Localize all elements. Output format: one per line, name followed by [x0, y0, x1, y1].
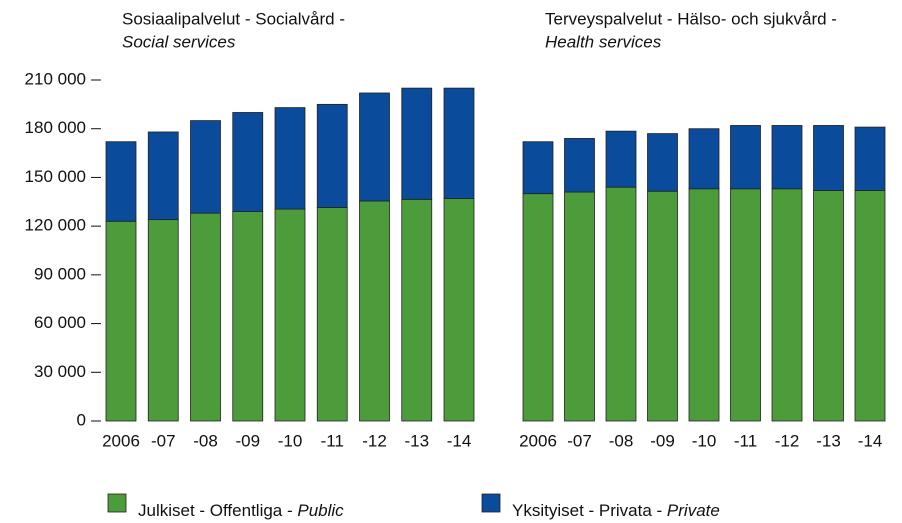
x-tick-label: -11: [321, 431, 344, 450]
bar-segment: [688, 188, 720, 422]
x-tick-label: -14: [858, 431, 883, 450]
bar-segment: [688, 128, 720, 190]
x-tick-label: -07: [151, 431, 176, 450]
x-tick-label: -11: [734, 431, 757, 450]
x-tick-label: -14: [447, 431, 472, 450]
x-tick-label: -12: [362, 431, 387, 450]
bar-segment: [813, 125, 844, 191]
bar-segment: [443, 87, 475, 199]
bar-segment: [105, 220, 137, 422]
x-tick-label: -10: [692, 431, 717, 450]
y-tick-label: 180 000: [25, 118, 86, 137]
bar-segment: [359, 92, 390, 202]
legend-swatch: [481, 493, 501, 513]
x-tick-label: -09: [650, 431, 675, 450]
bar-segment: [190, 120, 221, 214]
x-tick-label: -08: [193, 431, 218, 450]
y-tick-label: 90 000: [34, 264, 86, 283]
bar-segment: [232, 211, 264, 422]
y-tick-label: 120 000: [25, 216, 86, 235]
bar-segment: [647, 133, 678, 192]
bar-segment: [854, 190, 886, 422]
legend-label: Yksityiset - Privata - Private: [512, 501, 720, 520]
bar-segment: [190, 212, 221, 422]
bar-segment: [771, 188, 803, 422]
bar-segment: [401, 87, 433, 200]
x-tick-label: -07: [567, 431, 592, 450]
bar-segment: [647, 190, 678, 422]
bar-segment: [147, 131, 179, 221]
bar-segment: [359, 200, 390, 422]
x-tick-label: -12: [775, 431, 800, 450]
x-tick-label: -13: [404, 431, 429, 450]
x-tick-label: 2006: [519, 431, 557, 450]
bar-segment: [522, 141, 554, 195]
x-tick-label: -08: [609, 431, 634, 450]
x-tick-label: 2006: [102, 431, 140, 450]
bar-segment: [274, 208, 306, 422]
bar-segment: [105, 141, 137, 222]
bar-segment: [564, 191, 595, 422]
bar-segment: [522, 193, 554, 422]
bar-segment: [443, 198, 475, 422]
bar-segment: [316, 103, 348, 208]
bar-segment: [605, 130, 637, 188]
y-tick-label: 30 000: [34, 362, 86, 381]
legend-label: Julkiset - Offentliga - Public: [138, 501, 344, 520]
bar-segment: [730, 125, 761, 190]
bar-segment: [813, 190, 844, 422]
bar-segment: [605, 186, 637, 422]
bar-segment: [854, 126, 886, 191]
bar-segment: [232, 112, 264, 212]
bar-segment: [771, 125, 803, 190]
x-tick-label: -10: [278, 431, 303, 450]
chart-subtitle: Health services: [545, 32, 662, 51]
chart-title: Sosiaalipalvelut - Socialvård -: [122, 9, 345, 28]
bar-segment: [316, 207, 348, 422]
bar-segment: [147, 219, 179, 422]
y-tick-label: 210 000: [25, 69, 86, 88]
bar-segment: [730, 188, 761, 422]
y-tick-label: 150 000: [25, 167, 86, 186]
x-tick-label: -13: [816, 431, 841, 450]
bar-segment: [564, 138, 595, 193]
y-tick-label: 0: [77, 410, 86, 429]
x-tick-label: -09: [235, 431, 260, 450]
y-tick-label: 60 000: [34, 313, 86, 332]
bar-segment: [274, 107, 306, 210]
legend-swatch: [107, 493, 127, 513]
chart-subtitle: Social services: [122, 32, 236, 51]
bar-segment: [401, 198, 433, 422]
chart-title: Terveyspalvelut - Hälso- och sjukvård -: [545, 9, 837, 28]
